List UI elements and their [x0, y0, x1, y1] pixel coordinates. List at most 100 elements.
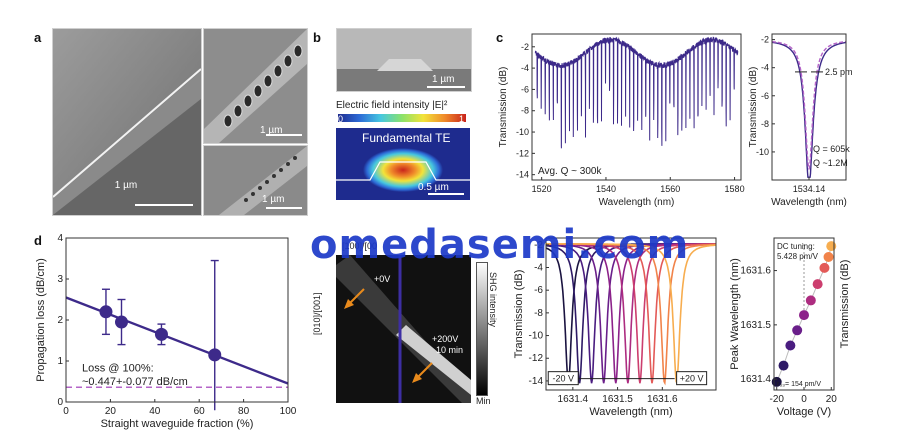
mode-label: Fundamental TE: [362, 131, 451, 145]
crystal-axis-left: [010]/[001]: [312, 292, 322, 335]
chart-g-xlabel: Voltage (V): [777, 406, 831, 418]
chart-f-ytick-label: -2: [534, 240, 543, 251]
range-end-box: [676, 371, 708, 386]
field-colorbar: [338, 114, 466, 122]
panel-label-a: a: [34, 30, 42, 45]
panel-label-b: b: [313, 30, 321, 45]
sem-image-main: [52, 28, 202, 216]
chart-f-ylabel: Transmission (dB): [513, 270, 525, 359]
chart-c-ytick-label: -14: [516, 170, 529, 180]
chart-d-xlabel: Straight waveguide fraction (%): [101, 418, 254, 430]
shg-colorbar: [476, 262, 488, 396]
chart-z-ylabel: Transmission (dB): [748, 67, 759, 148]
chart-z-ytick-label: -4: [761, 63, 769, 73]
chart-z-xtick-label: 1534.14: [793, 184, 826, 194]
chart-g-xtick-label: -20: [770, 394, 785, 405]
chart-d-ytick-label: 4: [57, 233, 63, 244]
chart-transmission-zoom: 1534.14 -2 -4 -6 -8 -10 Wavelength (nm) Transmi…: [748, 33, 853, 208]
chart-f-ytick-label: -12: [529, 353, 544, 364]
data-point-1: [115, 315, 128, 329]
fit-trace: [772, 40, 846, 171]
chart-g-ytick-label: 1631.4: [740, 374, 771, 385]
chart-z-ytick-label: -8: [761, 119, 769, 129]
chart-d-xtick-label: 20: [105, 406, 117, 417]
measured-trace: [771, 41, 846, 178]
chart-g-ytick-label: 1631.6: [740, 266, 771, 277]
voltage-point-5: [805, 295, 816, 306]
shg-colorbar-min: Min: [476, 396, 491, 406]
voltage-point-2: [785, 340, 796, 351]
chart-z-ytick-label: -2: [761, 35, 769, 45]
chart-d-xtick-label: 0: [63, 406, 69, 417]
shg-image: [336, 255, 471, 403]
loss-annotation-2: ~0.447+-0.077 dB/cm: [82, 376, 188, 388]
colorbar-min: 0: [338, 114, 344, 124]
chart-c-xtick-label: 1560: [660, 184, 680, 194]
shg-colorbar-label: SHG intensity: [488, 272, 498, 328]
chart-c-xtick-label: 1520: [532, 184, 552, 194]
q-label-1: Q = 605k: [813, 144, 850, 154]
chart-d-xtick-label: 40: [149, 406, 161, 417]
chart-c-ytick-label: -10: [516, 127, 529, 137]
tuning-title: DC tuning:: [777, 242, 815, 251]
chart-d-ylabel: Propagation loss (dB/cm): [35, 258, 47, 382]
scalebar-top-right-label: 1 µm: [260, 125, 283, 136]
mode-scalebar-label: 0.5 µm: [418, 182, 449, 193]
tuning-fit-line: [776, 245, 832, 383]
range-end-label: +20 V: [680, 374, 704, 384]
chart-c-ytick-label: -2: [521, 42, 529, 52]
panel-label-d: d: [34, 233, 42, 248]
sem-image-bragg: [203, 145, 308, 216]
chart-c-xtick-label: 1580: [725, 184, 745, 194]
chart-z-ytick-label: -6: [761, 91, 769, 101]
crystal-axis-top: [100]/[00: [342, 241, 378, 251]
chart-f-ytick-label: -4: [534, 262, 543, 273]
chart-f-ytick-label: -8: [534, 308, 543, 319]
panel-label-c: c: [496, 30, 504, 45]
voltage-point-8: [823, 252, 834, 262]
data-point-2: [154, 327, 168, 341]
sem-image-photonic-crystal: [203, 28, 308, 144]
r33-label: r₃₃= 154 pm/V: [777, 381, 821, 388]
chart-d-ytick-label: 0: [57, 397, 63, 408]
chart-z-xlabel: Wavelength (nm): [771, 197, 847, 208]
chart-f-ytick-label: -14: [529, 376, 544, 387]
mode-profile: [336, 128, 470, 200]
scalebar-main-label: 1 µm: [114, 180, 138, 191]
range-start-label: -20 V: [552, 374, 574, 384]
chart-f-xtick-label: 1631.6: [647, 394, 678, 405]
chart-propagation-loss: 0 20 40 60 80 100 0 1 2 3 4 Straight waveguide frac…: [35, 233, 297, 430]
chart-d-xtick-label: 100: [280, 406, 297, 417]
linewidth-label: 2.5 pm: [825, 67, 853, 77]
scalebar-bottom-right-label: 1 µm: [262, 194, 285, 205]
data-point-0: [99, 305, 113, 319]
right-axis-label: Transmission (dB): [839, 260, 851, 349]
avg-q-annotation: Avg. Q ~ 300k: [538, 166, 602, 177]
spectrum-trace: [534, 36, 739, 149]
tuning-value: 5.428 pm/V: [777, 252, 819, 261]
chart-d-xtick-label: 80: [238, 406, 250, 417]
chart-f-xtick-label: 1631.5: [602, 394, 633, 405]
chart-d-ytick-label: 3: [57, 274, 63, 285]
voltage-point-7: [819, 262, 830, 273]
voltage-point-3: [792, 325, 803, 336]
scalebar-sem-b-label: 1 µm: [432, 74, 455, 85]
chart-f-xtick-label: 1631.4: [558, 394, 589, 405]
chart-f-xlabel: Wavelength (nm): [589, 406, 672, 418]
chart-c-ytick-label: -12: [516, 148, 529, 158]
tuning-curve-9: [546, 243, 716, 386]
voltage-point-1: [778, 360, 789, 371]
voltage-point-6: [812, 279, 823, 290]
chart-f-frame: [545, 237, 717, 391]
watermark: omedasemi.com: [310, 222, 690, 268]
chart-c-frame: [531, 33, 742, 181]
chart-g-xtick-label: 20: [826, 394, 838, 405]
range-start-box: [547, 371, 579, 386]
field-intensity-title: Electric field intensity |E|²: [336, 100, 448, 111]
chart-c-xlabel: Wavelength (nm): [599, 197, 675, 208]
chart-tuning-spectra: 1631.4 1631.5 1631.6 -2 -4 -6 -8 -10 -12 -14 Wavel…: [513, 237, 717, 418]
chart-peak-vs-voltage: -20 0 20 1631.4 1631.5 1631.6 Voltage (V) Peak …: [729, 237, 851, 418]
chart-z-ytick-label: -10: [756, 147, 769, 157]
q-label-2: Q ~1.2M: [813, 158, 848, 168]
loss-annotation-1: Loss @ 100%:: [82, 362, 154, 374]
